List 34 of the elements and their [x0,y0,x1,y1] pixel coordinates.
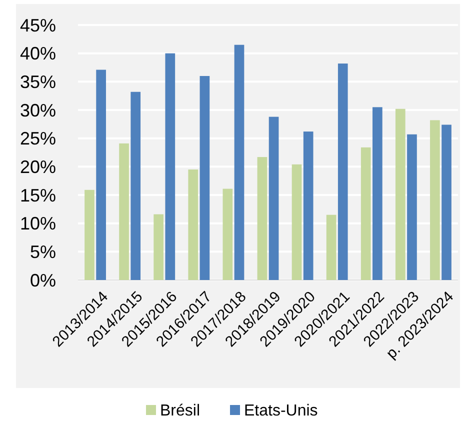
y-tick-label: 15% [20,185,56,206]
y-tick-label: 35% [20,72,56,92]
y-tick-label: 0% [30,270,56,290]
bar [395,108,406,280]
bar [430,120,440,280]
bar [188,170,198,280]
bar [200,76,210,280]
bar [303,132,314,280]
bar [154,214,164,280]
bar [84,190,94,280]
bar [442,124,452,280]
bar [222,188,233,280]
bar [130,92,141,280]
bar [165,53,176,280]
bar [96,70,106,280]
y-tick-label: 20% [20,156,56,177]
bar [268,116,279,280]
y-tick-label: 10% [20,214,56,234]
y-tick-label: 30% [20,100,56,120]
bar [234,44,244,280]
legend-label: Brésil [160,402,200,420]
bar [372,107,382,280]
y-tick-label: 45% [20,15,56,36]
y-tick-label: 5% [30,242,56,262]
y-tick-label: 40% [20,44,56,64]
bar [338,64,348,280]
legend-label: Etats-Unis [244,402,318,420]
bar [360,147,371,280]
bar [407,134,417,280]
y-tick-label: 25% [20,128,56,149]
bar [292,164,302,280]
bar [326,214,336,280]
bar [119,143,129,280]
bar [257,157,268,280]
